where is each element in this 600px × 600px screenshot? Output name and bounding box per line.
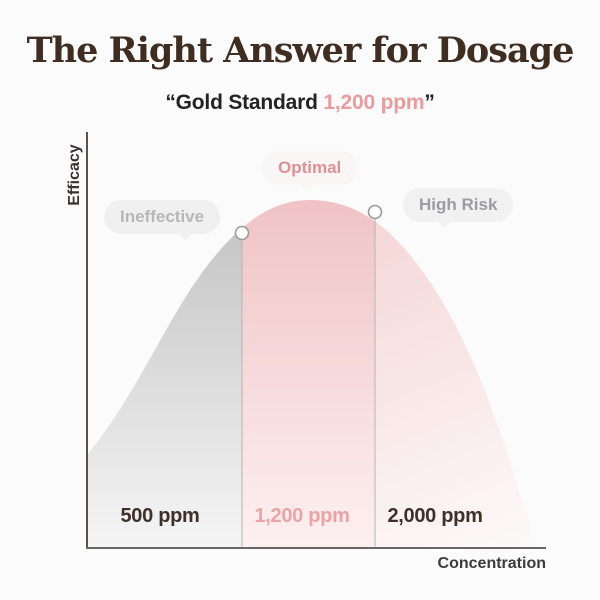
x-tick-500ppm: 500 ppm <box>120 505 200 527</box>
badge-optimal: Optimal <box>262 151 358 192</box>
page-title: The Right Answer for Dosage <box>26 30 575 71</box>
subtitle-prefix: “Gold Standard <box>165 91 324 114</box>
x-axis-label: Concentration <box>437 555 546 572</box>
x-tick-1200ppm: 1,200 ppm <box>254 505 350 527</box>
badge-ineffective-label: Ineffective <box>120 207 205 226</box>
y-axis-label: Efficacy <box>66 144 83 206</box>
subtitle-suffix: ” <box>424 91 435 114</box>
badge-high-risk-label: High Risk <box>419 195 498 214</box>
curve-marker-left <box>234 225 250 241</box>
curve-marker-right <box>367 204 383 220</box>
badge-ineffective: Ineffective <box>104 200 221 241</box>
x-tick-2000ppm: 2,000 ppm <box>387 505 483 527</box>
badge-optimal-label: Optimal <box>278 158 342 177</box>
subtitle: “Gold Standard 1,200 ppm” <box>0 91 600 115</box>
badge-high-risk: High Risk <box>403 188 514 229</box>
subtitle-highlight: 1,200 ppm <box>323 91 425 114</box>
